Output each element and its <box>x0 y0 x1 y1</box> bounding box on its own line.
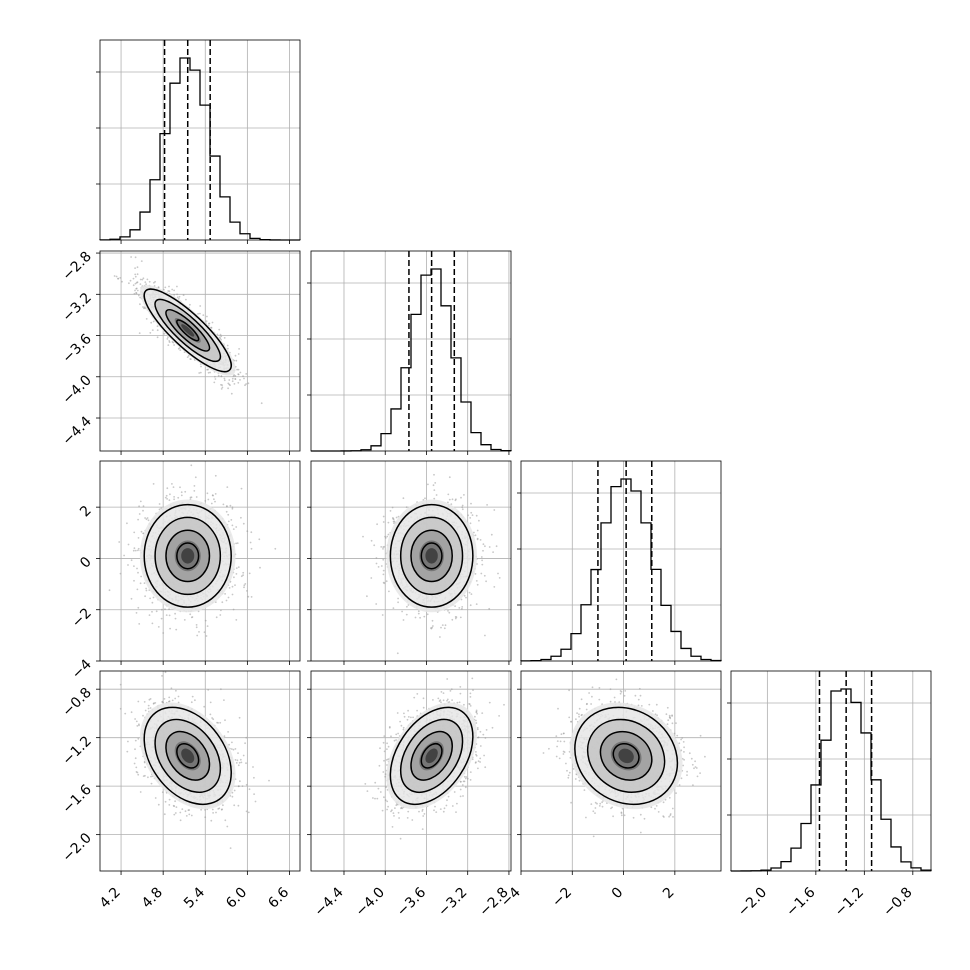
contour-line <box>154 298 222 363</box>
panel-frame <box>99 670 301 872</box>
contour-line <box>399 718 464 793</box>
x-tick-label: 4.8 <box>139 885 166 912</box>
y-tick-label: 0 <box>77 554 95 572</box>
x-tick-label: −4.4 <box>311 884 346 919</box>
contour-line <box>420 742 443 769</box>
y-tick-label: −2.0 <box>59 830 94 865</box>
contour-line <box>143 706 232 806</box>
contour-line <box>389 503 474 608</box>
contour-line <box>165 730 211 781</box>
panel-frame <box>520 460 722 662</box>
y-tick-label: −2.8 <box>59 249 94 284</box>
y-tick-label: −3.2 <box>59 290 94 325</box>
contour-line <box>574 706 679 806</box>
grid-lines <box>100 40 300 240</box>
x-tick-label: −4.0 <box>353 885 388 920</box>
grid-lines <box>731 671 931 871</box>
contour-line <box>599 730 653 781</box>
x-tick-label: 4.2 <box>97 885 124 912</box>
histogram-panel-2 <box>307 250 512 452</box>
x-tick-label: 6.0 <box>223 885 250 912</box>
y-tick-label: −4.4 <box>59 413 94 448</box>
x-tick-label: −1.6 <box>783 884 818 919</box>
x-tick-label: −2.0 <box>735 885 770 920</box>
panel-frame <box>730 670 932 872</box>
panel-frame <box>520 670 722 872</box>
scatter-panel-4-2 <box>310 670 512 872</box>
grid-lines <box>311 251 511 451</box>
histogram-panel-1 <box>96 39 301 241</box>
contour-line <box>420 542 443 570</box>
x-tick-label: 6.6 <box>265 884 292 911</box>
y-tick-label: −4.0 <box>59 372 94 407</box>
scatter-panel-2-1 <box>99 250 301 452</box>
x-tick-label: −3.6 <box>394 884 429 919</box>
x-tick-label: 0 <box>609 885 627 903</box>
contour-line <box>410 529 453 583</box>
panel-frame <box>99 250 301 452</box>
contour-line <box>165 529 211 583</box>
panel-frame <box>99 39 301 241</box>
histogram-line <box>520 478 722 662</box>
contour-line <box>154 516 222 596</box>
contour-line <box>143 288 232 373</box>
y-tick-label: −1.2 <box>59 733 94 768</box>
contour-line <box>410 730 453 781</box>
contour-line <box>612 742 640 769</box>
panel-frame <box>310 460 512 662</box>
density-shading <box>386 499 477 613</box>
contour-line <box>399 516 464 596</box>
contour-line <box>143 503 232 608</box>
x-tick-label: 2 <box>660 885 678 903</box>
scatter-panel-4-3 <box>520 670 722 872</box>
density-shading <box>139 702 236 810</box>
panel-frame <box>310 670 512 872</box>
contour-line <box>165 309 211 352</box>
contour-line <box>176 319 200 342</box>
y-tick-label: −1.6 <box>59 782 94 817</box>
x-tick-label: −0.8 <box>880 885 915 920</box>
contour-line <box>586 718 666 793</box>
panel-frame <box>99 460 301 662</box>
y-tick-label: −4 <box>69 656 95 682</box>
y-tick-label: −2 <box>69 605 95 631</box>
contour-line <box>176 742 200 769</box>
scatter-panel-3-2 <box>310 460 512 662</box>
grid-lines <box>521 461 721 661</box>
contour-line <box>176 542 200 570</box>
x-tick-label: −1.2 <box>832 885 867 920</box>
density-shading <box>139 499 236 613</box>
scatter-panel-4-1 <box>99 670 301 872</box>
contour-line <box>389 706 474 806</box>
histogram-panel-3 <box>517 460 722 662</box>
histogram-line <box>311 268 512 452</box>
x-tick-label: 5.4 <box>181 884 208 911</box>
x-tick-label: −2 <box>549 885 575 911</box>
panel-frame <box>310 250 512 452</box>
x-tick-label: −3.2 <box>435 885 470 920</box>
y-axis-2: −4.4 −4.0 −3.6 −3.2 −2.8 <box>59 249 100 449</box>
histogram-line <box>99 57 301 241</box>
histogram-line <box>730 688 932 872</box>
y-tick-label: −3.6 <box>59 331 94 366</box>
y-tick-label: −0.8 <box>59 685 94 720</box>
y-tick-label: 2 <box>77 503 95 521</box>
histogram-panel-4 <box>727 670 932 872</box>
contour-line <box>154 718 222 793</box>
scatter-panel-3-1 <box>99 460 301 662</box>
x-axis-4: −2.0 −1.6 −1.2 −0.8 <box>735 871 916 920</box>
